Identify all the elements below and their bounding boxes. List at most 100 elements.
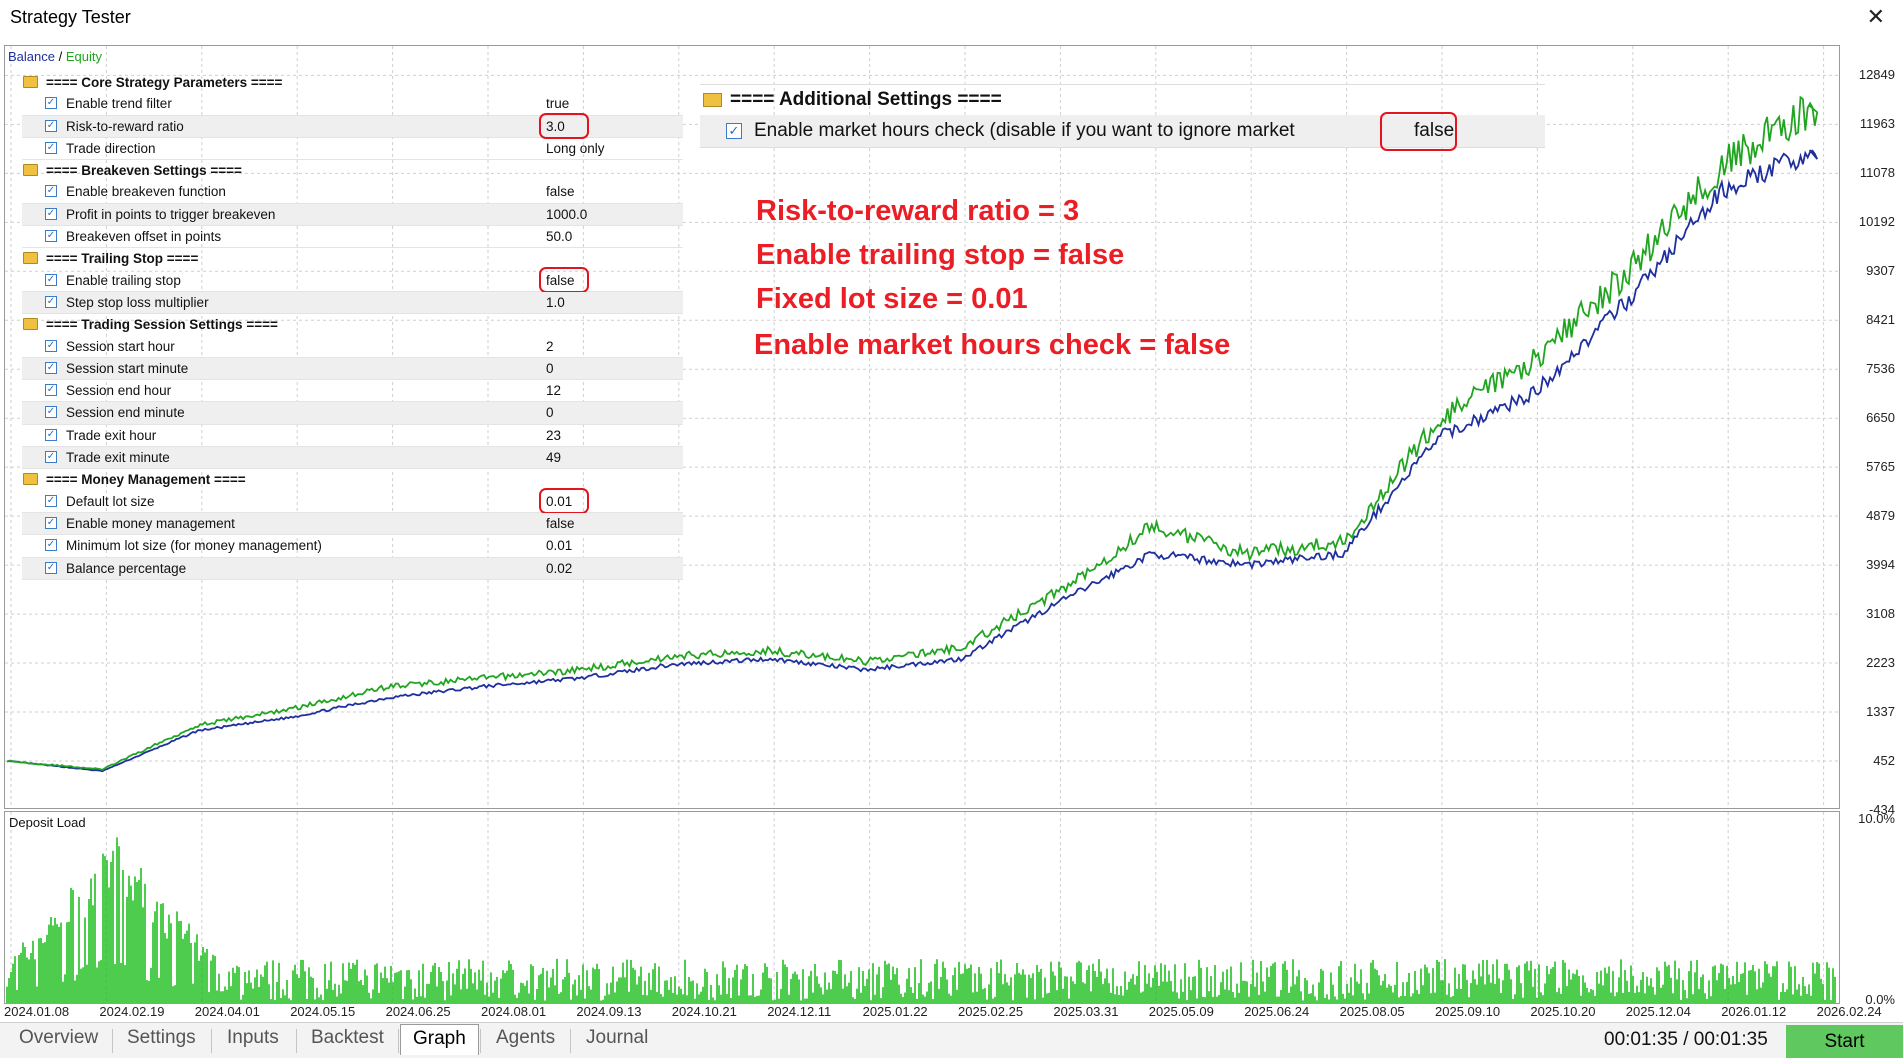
param-row[interactable]: ✓ Step stop loss multiplier 1.0 bbox=[22, 291, 683, 315]
param-value[interactable]: false bbox=[546, 184, 575, 200]
market-hours-value[interactable]: false bbox=[1414, 120, 1455, 141]
param-value[interactable]: 0.01 bbox=[546, 538, 573, 554]
checkbox-icon[interactable]: ✓ bbox=[45, 539, 57, 552]
param-row[interactable]: ✓ Enable breakeven function false bbox=[22, 181, 683, 204]
param-group-header[interactable]: ==== Breakeven Settings ==== bbox=[22, 160, 683, 181]
tab-divider bbox=[112, 1029, 113, 1053]
param-value[interactable]: false bbox=[546, 515, 575, 531]
param-value[interactable]: 49 bbox=[546, 450, 562, 466]
tab-overview[interactable]: Overview bbox=[19, 1027, 99, 1048]
param-row[interactable]: ✓ Default lot size 0.01 bbox=[22, 487, 683, 514]
checkbox-icon[interactable]: ✓ bbox=[45, 230, 57, 243]
checkbox-icon[interactable]: ✓ bbox=[45, 516, 57, 529]
y-tick-label: 2223 bbox=[1866, 655, 1895, 671]
param-value[interactable]: 0.02 bbox=[546, 560, 573, 576]
checkbox-icon[interactable]: ✓ bbox=[45, 361, 57, 374]
start-button[interactable]: Start bbox=[1786, 1025, 1903, 1058]
param-value[interactable]: 0 bbox=[546, 405, 554, 421]
checkbox-icon[interactable]: ✓ bbox=[45, 428, 57, 441]
param-row[interactable]: ✓ Profit in points to trigger breakeven 10… bbox=[22, 203, 683, 227]
checkbox-icon[interactable]: ✓ bbox=[45, 207, 57, 220]
param-group-header[interactable]: ==== Money Management ==== bbox=[22, 469, 683, 490]
param-row[interactable]: ✓ Session start hour 2 bbox=[22, 336, 683, 358]
param-row[interactable]: ✓ Trade exit minute 49 bbox=[22, 447, 683, 470]
param-value[interactable]: true bbox=[546, 96, 570, 112]
tab-settings[interactable]: Settings bbox=[127, 1027, 196, 1048]
checkbox-icon[interactable]: ✓ bbox=[45, 119, 57, 132]
checkbox-icon[interactable]: ✓ bbox=[45, 97, 57, 110]
param-value[interactable]: 50.0 bbox=[546, 229, 573, 245]
y-tick-label: -434 bbox=[1868, 802, 1895, 817]
checkbox-icon[interactable]: ✓ bbox=[45, 451, 57, 464]
param-row[interactable]: ✓ Balance percentage 0.02 bbox=[22, 557, 683, 580]
param-group-label: ==== Trading Session Settings ==== bbox=[46, 317, 278, 333]
tab-backtest[interactable]: Backtest bbox=[311, 1027, 384, 1048]
tab-graph[interactable]: Graph bbox=[400, 1024, 479, 1055]
checkbox-icon[interactable]: ✓ bbox=[45, 141, 57, 154]
elapsed-timer: 00:01:35 / 00:01:35 bbox=[1604, 1029, 1768, 1050]
checkbox-icon[interactable]: ✓ bbox=[45, 273, 57, 286]
param-row[interactable]: ✓ Enable money management false bbox=[22, 512, 683, 536]
annotation-line: Enable trailing stop = false bbox=[756, 239, 1125, 271]
folder-icon bbox=[23, 473, 38, 486]
x-tick-label: 2024.05.15 bbox=[290, 1004, 356, 1019]
param-row[interactable]: ✓ Session end minute 0 bbox=[22, 402, 683, 425]
param-value[interactable]: 0.01 bbox=[546, 493, 573, 509]
param-group-label: ==== Money Management ==== bbox=[46, 472, 246, 488]
x-tick-label: 2025.08.05 bbox=[1339, 1004, 1405, 1019]
param-value[interactable]: 23 bbox=[546, 427, 562, 443]
tab-agents[interactable]: Agents bbox=[496, 1027, 556, 1048]
param-value[interactable]: 3.0 bbox=[546, 118, 565, 134]
x-tick-label: 2025.06.24 bbox=[1244, 1004, 1310, 1019]
checkbox-icon[interactable]: ✓ bbox=[45, 494, 57, 507]
folder-icon bbox=[23, 318, 38, 331]
checkbox-icon[interactable]: ✓ bbox=[726, 123, 742, 139]
param-value[interactable]: 0 bbox=[546, 360, 554, 376]
param-value[interactable]: 12 bbox=[546, 383, 562, 399]
param-group-header[interactable]: ==== Trading Session Settings ==== bbox=[22, 314, 683, 335]
param-label: Balance percentage bbox=[66, 560, 187, 576]
y-tick-label: 4879 bbox=[1866, 508, 1895, 524]
param-label: Breakeven offset in points bbox=[66, 229, 222, 245]
param-row[interactable]: ✓ Session start minute 0 bbox=[22, 357, 683, 381]
param-row[interactable]: ✓ Risk-to-reward ratio 3.0 bbox=[22, 112, 683, 139]
param-value[interactable]: Long only bbox=[546, 140, 605, 156]
bottom-tab-bar: Overview Settings Inputs Backtest Graph … bbox=[0, 1022, 1903, 1058]
param-group-header[interactable]: ==== Trailing Stop ==== bbox=[22, 248, 683, 269]
param-row[interactable]: ✓ Trade direction Long only bbox=[22, 138, 683, 161]
checkbox-icon[interactable]: ✓ bbox=[45, 561, 57, 574]
market-hours-row[interactable]: ✓ Enable market hours check (disable if … bbox=[700, 115, 1545, 148]
param-value[interactable]: 2 bbox=[546, 338, 554, 354]
checkbox-icon[interactable]: ✓ bbox=[45, 185, 57, 198]
close-icon[interactable]: ✕ bbox=[1866, 4, 1885, 29]
x-tick-label: 2025.09.10 bbox=[1435, 1004, 1501, 1019]
checkbox-icon[interactable]: ✓ bbox=[45, 384, 57, 397]
param-value[interactable]: false bbox=[546, 272, 575, 288]
checkbox-icon[interactable]: ✓ bbox=[45, 406, 57, 419]
param-group-header[interactable]: ==== Core Strategy Parameters ==== bbox=[22, 72, 683, 93]
annotation-line: Enable market hours check = false bbox=[754, 329, 1231, 361]
tab-journal[interactable]: Journal bbox=[586, 1027, 649, 1048]
param-row[interactable]: ✓ Session end hour 12 bbox=[22, 380, 683, 403]
checkbox-icon[interactable]: ✓ bbox=[45, 339, 57, 352]
tab-inputs[interactable]: Inputs bbox=[227, 1027, 279, 1048]
param-row[interactable]: ✓ Minimum lot size (for money management)… bbox=[22, 535, 683, 558]
additional-settings-title: ==== Additional Settings ==== bbox=[730, 89, 1002, 110]
param-row[interactable]: ✓ Enable trailing stop false bbox=[22, 266, 683, 293]
checkbox-icon[interactable]: ✓ bbox=[45, 295, 57, 308]
legend-balance: Balance bbox=[8, 49, 55, 64]
balance-equity-chart bbox=[4, 45, 1840, 809]
x-tick-label: 2026.02.24 bbox=[1816, 1004, 1882, 1019]
y-tick-label: 7536 bbox=[1866, 361, 1895, 377]
deposit-y-tick-label: 10.0% bbox=[1858, 811, 1895, 826]
y-tick-label: 11078 bbox=[1859, 165, 1895, 181]
param-row[interactable]: ✓ Enable trend filter true bbox=[22, 93, 683, 116]
x-tick-label: 2024.08.01 bbox=[481, 1004, 547, 1019]
param-row[interactable]: ✓ Trade exit hour 23 bbox=[22, 425, 683, 448]
window-title: Strategy Tester bbox=[10, 7, 131, 27]
market-hours-label: Enable market hours check (disable if yo… bbox=[754, 120, 1295, 141]
param-row[interactable]: ✓ Breakeven offset in points 50.0 bbox=[22, 226, 683, 249]
param-value[interactable]: 1.0 bbox=[546, 294, 565, 310]
param-value[interactable]: 1000.0 bbox=[546, 206, 588, 222]
param-label: Trade exit hour bbox=[66, 427, 157, 443]
